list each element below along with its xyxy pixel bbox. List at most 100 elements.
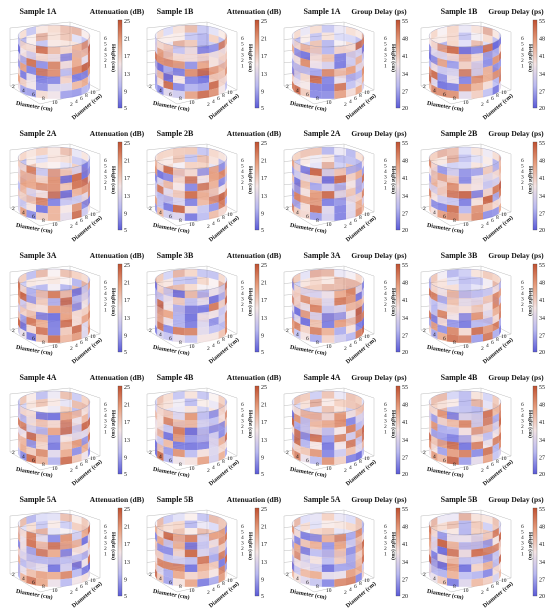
heatmap-cell [294, 428, 301, 439]
diameter-depth-tick-label: 8 [222, 215, 225, 221]
heatmap-cell [155, 409, 158, 421]
height-tick-label: 4 [241, 291, 244, 297]
heatmap-cell [355, 535, 362, 546]
diameter-depth-tick-label: 8 [85, 337, 88, 343]
colorbar-tick-label: 5 [124, 594, 127, 600]
colorbar [117, 19, 123, 109]
diameter-depth-tick-label: 2 [70, 102, 73, 108]
heatmap-cell [294, 28, 301, 40]
heatmap-cell [36, 45, 48, 55]
heatmap-cell [47, 54, 61, 62]
diameter-tick-label: 2 [286, 450, 289, 456]
heatmap-cell [429, 561, 432, 573]
heatmap-cell [87, 409, 90, 421]
heatmap-cell [18, 531, 21, 543]
height-tick-label: 6 [521, 280, 524, 286]
axis-top-right [343, 509, 375, 521]
heatmap-cell [294, 62, 301, 73]
heatmap-cell [361, 158, 364, 170]
heatmap-cell [300, 301, 310, 312]
heatmap-cell [47, 269, 61, 277]
axis-top-back [146, 265, 208, 273]
panel-title: Sample 2A [19, 129, 56, 138]
heatmap-cell [447, 433, 459, 443]
heatmap-cell [458, 83, 472, 92]
heatmap-cell [47, 313, 61, 321]
axis-top-right [343, 143, 375, 155]
heatmap-cell [157, 306, 164, 317]
heatmap-cell [87, 431, 90, 443]
heatmap-cell [72, 545, 82, 556]
heatmap-cell [471, 578, 483, 587]
height-tick-label: 2 [104, 58, 107, 64]
colorbar-tick-label: 13 [261, 316, 267, 322]
heatmap-cell [492, 313, 499, 325]
heatmap-cell [47, 40, 61, 48]
diameter-depth-tick-label: 6 [217, 96, 220, 102]
heatmap-cell [163, 209, 173, 220]
height-tick-label: 1 [384, 552, 387, 558]
heatmap-cell [18, 409, 21, 421]
heatmap-cell [81, 28, 88, 40]
heatmap-cell [310, 311, 322, 321]
heatmap-cell [173, 418, 185, 428]
diameter-depth-tick-label: 4 [349, 99, 352, 105]
diameter-depth-tick-label: 6 [354, 462, 357, 468]
colorbar-tick-label: 48 [539, 281, 545, 287]
heatmap-cell [334, 418, 346, 428]
colorbar-tick-label: 25 [124, 19, 130, 25]
heatmap-cell [437, 87, 447, 98]
heatmap-cell [458, 442, 472, 450]
heatmap-cell [20, 54, 27, 66]
diameter-depth-tick-label: 2 [70, 590, 73, 596]
heatmap-cell [87, 538, 90, 551]
heatmap-cell [355, 272, 362, 284]
colorbar-label: Group Delay (ps) [488, 129, 544, 138]
height-tick-label: 5 [241, 530, 244, 536]
heatmap-cell [36, 391, 48, 400]
heatmap-cell [483, 87, 493, 98]
heatmap-cell [292, 531, 295, 543]
colorbar [532, 141, 538, 231]
heatmap-cell [346, 57, 356, 68]
heatmap-cell [18, 80, 21, 92]
heatmap-cell [361, 538, 364, 551]
diameter-tick-label: 10 [52, 588, 58, 594]
diameter-tick-label: 8 [179, 584, 182, 590]
heatmap-cell [72, 26, 82, 37]
heatmap-cell [310, 391, 322, 400]
height-tick-label: 5 [241, 42, 244, 48]
heatmap-cell [72, 531, 82, 541]
gridline [146, 277, 208, 284]
height-tick-label: 4 [104, 169, 107, 175]
colorbar-label: Attenuation (dB) [227, 7, 282, 16]
heatmap-cell [437, 438, 447, 449]
cylinder-top-rim [428, 512, 502, 536]
heatmap-cell [224, 294, 227, 307]
heatmap-cell [292, 409, 295, 421]
colorbar-tick-label: 17 [124, 298, 130, 304]
heatmap-cell [184, 276, 198, 285]
height-tick-label: 2 [384, 58, 387, 64]
heatmap-cell [72, 202, 82, 213]
height-tick-label: 5 [104, 42, 107, 48]
heatmap-cell [209, 50, 219, 61]
heatmap-cell [60, 154, 72, 164]
heatmap-cell [292, 324, 295, 336]
heatmap-cell [483, 43, 493, 53]
heatmap-cell [471, 174, 483, 184]
heatmap-cell [429, 287, 432, 299]
heatmap-cell [20, 176, 27, 188]
heatmap-cell [429, 424, 432, 436]
heatmap-cell [72, 316, 82, 327]
heatmap-cell [47, 25, 61, 33]
heatmap-cell [334, 75, 346, 84]
height-axis-label: Height (cm) [390, 532, 397, 560]
heatmap-cell [87, 424, 90, 436]
heatmap-cell [437, 545, 447, 556]
heatmap-cell [498, 80, 501, 92]
heatmap-cell [300, 187, 310, 198]
heatmap-cell [471, 426, 483, 436]
